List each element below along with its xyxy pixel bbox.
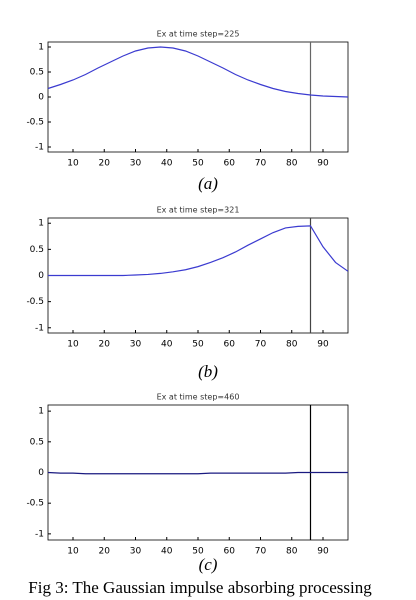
x-tick-label: 60 — [224, 159, 236, 169]
x-tick-label: 20 — [99, 159, 111, 169]
x-tick-label: 20 — [99, 340, 111, 350]
y-tick-label: 1 — [38, 407, 44, 417]
y-tick-label: 0 — [38, 468, 44, 478]
x-tick-label: 10 — [67, 547, 79, 557]
plot-frame — [47, 41, 349, 153]
x-tick-label: 50 — [192, 159, 204, 169]
x-tick-label: 90 — [317, 159, 329, 169]
x-tick-label: 80 — [286, 340, 298, 350]
line-series — [48, 225, 349, 277]
panel-label: (b) — [198, 362, 218, 381]
chart-title: Ex at time step=460 — [157, 393, 240, 402]
line-series — [47, 471, 348, 475]
panel-label: (a) — [198, 174, 218, 193]
chart-title: Ex at time step=225 — [157, 30, 240, 39]
x-tick-label: 10 — [67, 340, 79, 350]
x-tick-label: 40 — [161, 159, 173, 169]
figure-caption: Fig 3: The Gaussian impulse absorbing pr… — [28, 578, 372, 597]
x-tick-label: 90 — [317, 340, 329, 350]
x-tick-label: 40 — [161, 340, 173, 350]
y-tick-label: 1 — [38, 43, 44, 53]
x-tick-label: 20 — [99, 547, 111, 557]
x-tick-label: 70 — [255, 159, 267, 169]
x-tick-label: 30 — [130, 340, 142, 350]
y-tick-label: -1 — [35, 529, 44, 539]
y-tick-label: 1 — [38, 219, 44, 229]
y-tick-label: -1 — [35, 143, 44, 153]
x-tick-label: 30 — [130, 547, 142, 557]
x-tick-label: 70 — [255, 547, 267, 557]
x-tick-label: 10 — [67, 159, 79, 169]
x-tick-label: 60 — [224, 340, 236, 350]
line-series — [47, 46, 349, 98]
y-tick-label: -0.5 — [26, 118, 44, 128]
x-tick-label: 80 — [286, 159, 298, 169]
panel-label: (c) — [199, 555, 218, 574]
y-tick-label: -0.5 — [26, 297, 44, 307]
x-tick-label: 30 — [130, 159, 142, 169]
y-tick-label: 0 — [38, 93, 44, 103]
x-tick-label: 50 — [192, 340, 204, 350]
chart-title: Ex at time step=321 — [157, 206, 240, 215]
y-tick-label: -0.5 — [26, 499, 44, 509]
x-tick-label: 40 — [161, 547, 173, 557]
y-tick-label: -1 — [35, 323, 44, 333]
x-tick-label: 80 — [286, 547, 298, 557]
y-tick-label: 0 — [38, 271, 44, 281]
x-tick-label: 90 — [317, 547, 329, 557]
y-tick-label: 0.5 — [30, 68, 44, 78]
y-tick-label: 0.5 — [30, 245, 44, 255]
y-tick-label: 0.5 — [30, 437, 44, 447]
x-tick-label: 50 — [192, 547, 204, 557]
x-tick-label: 70 — [255, 340, 267, 350]
x-tick-label: 60 — [224, 547, 236, 557]
